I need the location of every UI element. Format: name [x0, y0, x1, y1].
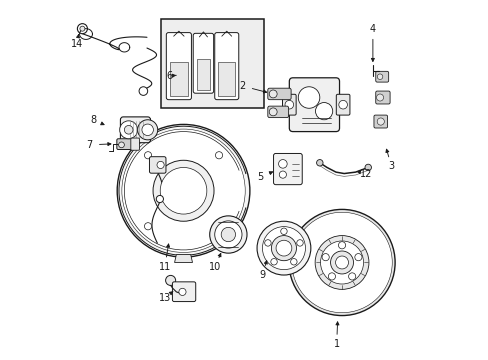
Text: 13: 13: [159, 293, 171, 303]
FancyBboxPatch shape: [375, 71, 388, 82]
FancyBboxPatch shape: [375, 91, 389, 104]
Circle shape: [139, 87, 147, 95]
Circle shape: [117, 125, 249, 257]
Text: 7: 7: [86, 140, 93, 150]
Circle shape: [316, 159, 323, 166]
FancyBboxPatch shape: [267, 106, 288, 118]
Circle shape: [338, 242, 345, 249]
FancyBboxPatch shape: [131, 138, 139, 150]
Circle shape: [327, 273, 335, 280]
FancyBboxPatch shape: [336, 94, 349, 115]
Circle shape: [298, 87, 319, 108]
Circle shape: [269, 108, 277, 116]
Circle shape: [262, 226, 305, 270]
Circle shape: [153, 160, 214, 221]
Circle shape: [165, 275, 175, 285]
Circle shape: [122, 129, 244, 252]
Circle shape: [77, 24, 87, 34]
Circle shape: [221, 227, 235, 242]
Circle shape: [160, 167, 206, 214]
Polygon shape: [174, 255, 192, 262]
Circle shape: [335, 256, 348, 269]
FancyBboxPatch shape: [373, 115, 387, 128]
Circle shape: [271, 235, 296, 261]
Bar: [196, 59, 210, 90]
FancyBboxPatch shape: [149, 157, 165, 173]
Circle shape: [354, 253, 361, 261]
Circle shape: [330, 251, 353, 274]
Circle shape: [288, 210, 394, 316]
FancyBboxPatch shape: [172, 282, 195, 302]
Circle shape: [144, 223, 151, 230]
Text: 4: 4: [369, 24, 375, 35]
Circle shape: [320, 241, 363, 284]
Circle shape: [156, 195, 163, 203]
Circle shape: [264, 240, 270, 246]
Circle shape: [279, 171, 286, 178]
Circle shape: [285, 100, 293, 109]
Circle shape: [377, 74, 382, 80]
Circle shape: [209, 216, 246, 253]
FancyBboxPatch shape: [120, 117, 150, 143]
Circle shape: [179, 288, 185, 296]
FancyBboxPatch shape: [193, 33, 213, 93]
Text: 6: 6: [166, 71, 172, 81]
Circle shape: [296, 240, 303, 246]
Bar: [218, 62, 235, 96]
Circle shape: [322, 253, 328, 261]
Circle shape: [314, 235, 368, 289]
Circle shape: [364, 164, 371, 171]
Circle shape: [269, 90, 277, 98]
Text: 11: 11: [159, 262, 171, 272]
Circle shape: [80, 26, 85, 31]
FancyBboxPatch shape: [289, 78, 339, 132]
Text: 12: 12: [360, 168, 372, 179]
Circle shape: [376, 118, 384, 125]
Circle shape: [124, 126, 133, 134]
Circle shape: [376, 94, 383, 101]
Text: 10: 10: [208, 262, 221, 272]
Circle shape: [278, 159, 286, 168]
Text: 1: 1: [333, 339, 339, 349]
Text: 9: 9: [259, 270, 265, 280]
FancyBboxPatch shape: [282, 94, 296, 115]
Text: 3: 3: [387, 161, 394, 171]
Circle shape: [119, 142, 124, 148]
Text: 14: 14: [70, 40, 82, 49]
Circle shape: [291, 212, 391, 313]
FancyBboxPatch shape: [267, 88, 290, 100]
Circle shape: [144, 152, 151, 159]
Circle shape: [214, 221, 242, 248]
Circle shape: [338, 100, 346, 109]
Circle shape: [257, 221, 310, 275]
Circle shape: [290, 258, 297, 265]
Circle shape: [348, 273, 355, 280]
Circle shape: [120, 121, 137, 139]
Circle shape: [142, 124, 153, 135]
Circle shape: [315, 103, 332, 120]
Circle shape: [276, 240, 291, 256]
FancyBboxPatch shape: [117, 139, 135, 149]
Bar: [169, 62, 187, 96]
FancyBboxPatch shape: [273, 153, 302, 185]
FancyBboxPatch shape: [214, 33, 238, 100]
Circle shape: [215, 152, 222, 159]
Circle shape: [280, 228, 286, 234]
Circle shape: [270, 258, 277, 265]
FancyBboxPatch shape: [166, 33, 191, 100]
Bar: [161, 19, 263, 108]
Circle shape: [137, 120, 158, 140]
Text: 8: 8: [90, 115, 96, 125]
Circle shape: [157, 161, 164, 168]
Text: 2: 2: [239, 81, 245, 91]
Text: 5: 5: [257, 172, 263, 182]
